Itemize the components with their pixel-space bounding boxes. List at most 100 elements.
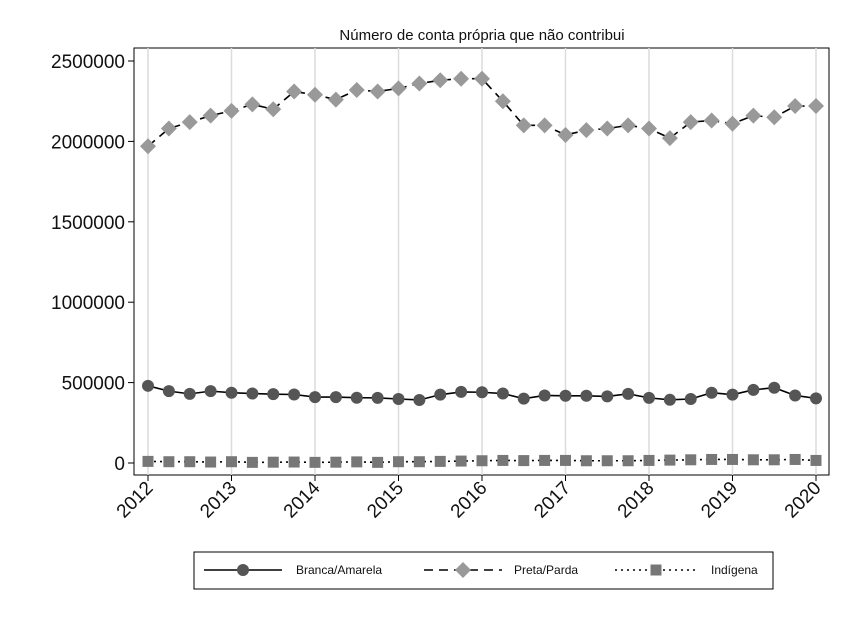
y-tick-label: 500000	[62, 374, 125, 395]
data-point	[559, 389, 572, 402]
legend-item: Preta/Parda	[424, 562, 578, 578]
data-point	[393, 456, 404, 468]
data-point	[390, 80, 407, 97]
chart-title: Número de conta própria que não contribu…	[339, 27, 624, 44]
data-point	[496, 387, 509, 400]
data-point	[789, 389, 802, 402]
data-point	[810, 392, 822, 405]
data-point	[661, 130, 678, 147]
data-point	[580, 389, 593, 402]
data-point	[474, 70, 490, 87]
legend-label: Branca/Amarela	[296, 563, 382, 577]
data-point	[601, 390, 614, 403]
data-point	[184, 456, 196, 468]
data-point	[142, 455, 154, 467]
data-point	[768, 454, 780, 466]
data-point	[643, 454, 655, 466]
data-point	[808, 98, 824, 115]
series-1	[140, 70, 824, 155]
data-point	[515, 117, 532, 134]
legend-item: Indígena	[615, 563, 758, 577]
data-point	[223, 102, 240, 119]
data-point	[745, 107, 762, 124]
y-tick-label: 2000000	[51, 132, 125, 153]
data-point	[517, 392, 530, 405]
data-point	[560, 454, 571, 466]
data-point	[747, 454, 759, 466]
data-point	[766, 109, 783, 126]
x-tick-label: 2017	[530, 478, 575, 523]
data-point	[724, 115, 741, 132]
x-tick-label: 2013	[196, 478, 241, 523]
data-point	[413, 393, 426, 406]
data-point	[747, 383, 760, 396]
x-tick-label: 2014	[280, 477, 325, 522]
data-point	[599, 120, 616, 137]
data-point	[455, 385, 468, 398]
x-tick-label: 2012	[113, 478, 158, 523]
x-tick-label: 2019	[697, 478, 742, 523]
data-point	[204, 385, 217, 398]
legend-label: Preta/Parda	[514, 563, 578, 577]
data-point	[288, 388, 301, 401]
data-point	[768, 381, 781, 394]
data-point	[494, 93, 511, 110]
data-point	[369, 83, 386, 100]
data-point	[351, 456, 363, 468]
legend-item: Branca/Amarela	[204, 563, 382, 577]
data-point	[205, 456, 217, 468]
series-0	[142, 379, 822, 406]
data-point	[539, 454, 551, 466]
x-axis: 2012 2013 2014 2015 2016 2017 2018 2019 2020	[113, 475, 826, 522]
x-tick-label: 2015	[363, 478, 408, 523]
data-point	[309, 391, 321, 404]
data-point	[684, 393, 697, 406]
legend: Branca/Amarela Preta/Parda Indígena	[193, 551, 774, 590]
data-point	[327, 91, 344, 108]
data-point	[286, 83, 303, 100]
data-point	[246, 387, 259, 400]
data-point	[705, 386, 718, 399]
data-point	[202, 107, 219, 124]
data-point	[183, 387, 196, 400]
data-point	[142, 379, 154, 392]
data-point	[641, 120, 657, 137]
data-point	[162, 385, 175, 398]
data-point	[538, 389, 551, 402]
data-point	[140, 138, 156, 155]
data-point	[810, 454, 822, 466]
data-point	[685, 454, 697, 466]
data-point	[787, 98, 804, 115]
data-point	[789, 453, 801, 465]
y-tick-label: 1000000	[51, 293, 125, 314]
legend-label: Indígena	[711, 563, 758, 577]
data-point	[453, 70, 470, 87]
legend-marker	[237, 564, 249, 576]
data-point	[726, 388, 739, 401]
data-point	[706, 453, 718, 465]
data-point	[225, 386, 238, 399]
x-tick-label: 2016	[447, 478, 492, 523]
data-point	[663, 393, 676, 406]
y-tick-label: 0	[114, 454, 125, 475]
y-tick-label: 1500000	[51, 213, 125, 234]
data-point	[413, 456, 425, 468]
data-point	[664, 454, 676, 466]
data-point	[432, 72, 449, 89]
legend-marker	[650, 564, 662, 576]
data-point	[620, 117, 637, 134]
data-point	[557, 126, 574, 143]
data-point	[476, 455, 488, 467]
data-point	[330, 456, 342, 468]
data-point	[329, 391, 342, 404]
data-point	[350, 391, 363, 404]
data-point	[246, 456, 258, 468]
data-point	[244, 96, 261, 113]
series-line	[147, 77, 816, 147]
data-point	[372, 456, 384, 468]
x-gridlines	[147, 48, 817, 475]
data-point	[307, 86, 323, 103]
data-point	[160, 120, 177, 137]
data-point	[682, 114, 699, 131]
